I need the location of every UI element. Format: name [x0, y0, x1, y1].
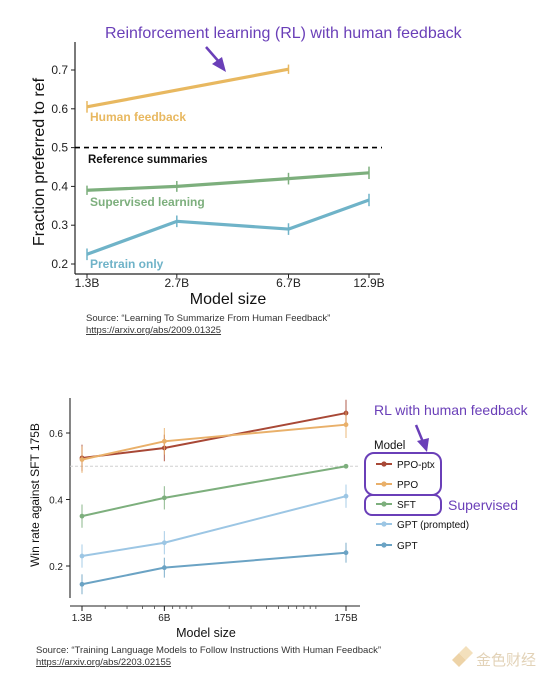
- chart2-legend-marker: [381, 521, 387, 527]
- chart2-series-line: [81, 495, 347, 558]
- chart2-data-point: [161, 438, 167, 444]
- chart1-series-line: [86, 198, 370, 256]
- chart1-y-tick-label: 0.7: [51, 63, 68, 77]
- chart1-series-supervised-learning: Supervised learning: [86, 166, 370, 209]
- chart1-x-tick-label: 12.9B: [353, 276, 384, 290]
- chart1-series-label: Supervised learning: [90, 195, 205, 209]
- chart1-y-tick-label: 0.4: [51, 179, 68, 193]
- chart2-legend-label: PPO: [397, 480, 418, 491]
- chart2-legend-marker: [381, 481, 387, 487]
- chart2-annotation-arrowhead: [417, 438, 429, 452]
- chart2-legend-marker: [381, 501, 387, 507]
- chart1-x-tick-label: 1.3B: [75, 276, 100, 290]
- watermark-icon-part: [459, 646, 473, 660]
- chart2-annotation-arrow: [414, 424, 425, 443]
- chart2-legend-sft-box: [364, 494, 442, 516]
- chart2-legend-marker: [381, 461, 387, 467]
- watermark-text: 金色财经: [476, 652, 536, 669]
- chart2: 0.2 0.4 0.6 1.3B 6B 175B Model size Win rate ag…: [28, 398, 529, 668]
- chart2-data-point: [79, 513, 85, 519]
- chart2-data-point: [161, 540, 167, 546]
- chart2-annotation-rl: RL with human feedback: [374, 402, 529, 418]
- chart2-source: Source: “Training Language Models to Fol…: [36, 645, 381, 656]
- chart2-x-tick-label: 175B: [334, 613, 358, 624]
- chart1-source-url: https://arxiv.org/abs/2009.01325: [86, 325, 221, 336]
- chart1-y-tick-label: 0.5: [51, 141, 68, 155]
- chart2-y-tick-label: 0.6: [49, 429, 63, 440]
- chart2-legend-label: GPT: [397, 541, 418, 552]
- chart2-x-tick-label: 1.3B: [72, 613, 93, 624]
- chart2-legend-marker: [381, 542, 387, 548]
- chart1-series-label: Pretrain only: [90, 257, 164, 271]
- chart2-data-point: [79, 553, 85, 559]
- chart2-legend-label: SFT: [397, 500, 416, 511]
- watermark-logo: 金色财经: [452, 646, 536, 669]
- chart2-series-sft: [79, 463, 349, 528]
- chart2-data-point: [343, 463, 349, 469]
- chart2-data-point: [161, 495, 167, 501]
- chart2-y-tick-label: 0.2: [49, 562, 63, 573]
- chart1-series-line: [86, 171, 370, 192]
- chart2-series-ppo: [79, 411, 349, 473]
- chart2-series-ppo-ptx: [79, 399, 349, 472]
- chart1-y-tick-label: 0.3: [51, 218, 68, 232]
- chart1-annotation-arrowhead: [212, 57, 226, 72]
- chart1-y-tick-label: 0.6: [51, 102, 68, 116]
- chart1-y-axis-label: Fraction preferred to ref: [31, 77, 48, 246]
- chart1-series-label: Human feedback: [90, 110, 186, 124]
- chart2-legend-label: PPO-ptx: [397, 460, 435, 471]
- chart2-data-point: [343, 550, 349, 556]
- chart2-series-gpt-prompted-: [79, 484, 349, 568]
- chart1-series-human-feedback: Human feedback: [86, 64, 290, 124]
- chart1-x-tick-label: 2.7B: [164, 276, 189, 290]
- chart1-y-tick-label: 0.2: [51, 257, 68, 271]
- chart1-source: Source: “Learning To Summarize From Huma…: [86, 313, 330, 324]
- chart2-source-url: https://arxiv.org/abs/2203.02155: [36, 657, 171, 668]
- chart2-x-axis-label: Model size: [176, 626, 236, 640]
- chart2-y-tick-label: 0.4: [49, 496, 63, 507]
- chart1-reference-label: Reference summaries: [88, 154, 208, 166]
- chart2-y-axis-label: Win rate against SFT 175B: [28, 423, 42, 567]
- chart2-legend: Model PPO-ptx PPO SFT GPT (prompted) GPT: [364, 440, 469, 552]
- chart1-series-pretrain-only: Pretrain only: [86, 193, 370, 271]
- chart1-series-line: [86, 67, 289, 109]
- chart1: 0.2 0.3 0.4 0.5 0.6 0.7 1.3B 2.7B 6.7B 12.9B Model…: [31, 25, 463, 336]
- chart2-legend-label: GPT (prompted): [397, 520, 469, 531]
- chart2-data-point: [161, 565, 167, 571]
- chart1-x-tick-label: 6.7B: [276, 276, 301, 290]
- chart2-data-point: [79, 457, 85, 462]
- chart2-annotation-supervised: Supervised: [448, 497, 518, 513]
- chart2-data-point: [343, 422, 349, 428]
- chart2-series-line: [81, 551, 347, 586]
- chart2-data-point: [343, 493, 349, 499]
- chart2-series-line: [81, 423, 347, 461]
- chart2-data-point: [79, 581, 85, 587]
- chart2-series-gpt: [79, 542, 349, 595]
- chart2-series-line: [81, 465, 347, 518]
- chart2-legend-title: Model: [374, 440, 405, 452]
- chart2-x-tick-label: 6B: [158, 613, 171, 624]
- chart1-annotation: Reinforcement learning (RL) with human f…: [105, 25, 463, 42]
- chart1-x-axis-label: Model size: [190, 291, 267, 308]
